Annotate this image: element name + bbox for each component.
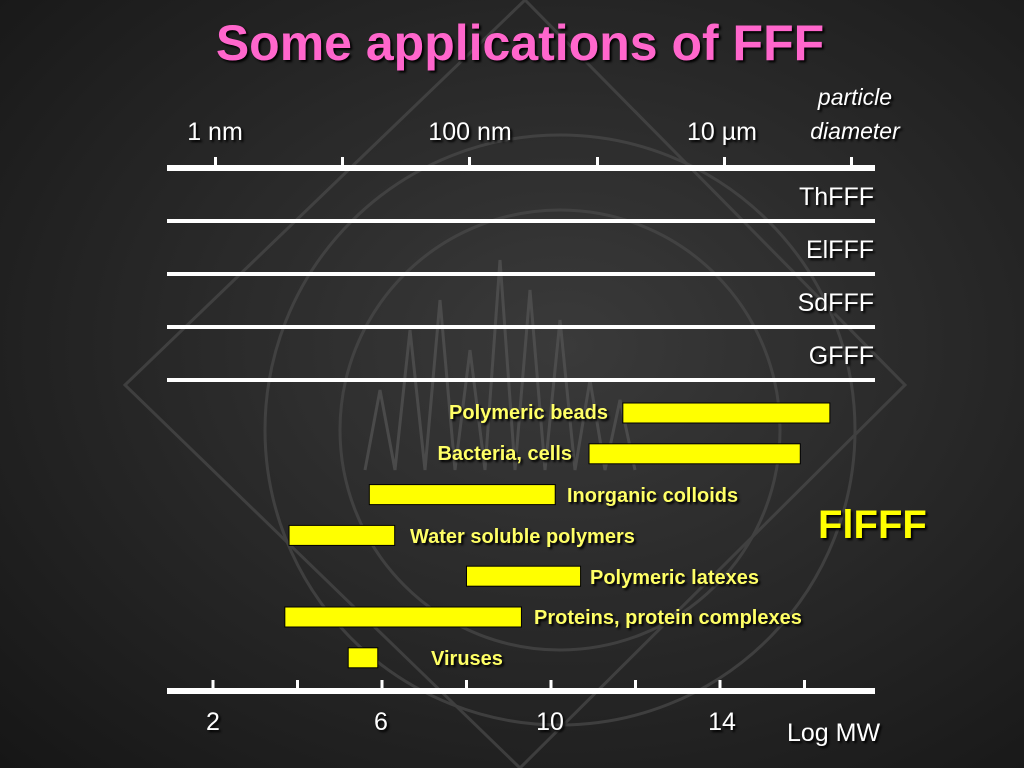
app-label-inorganic-colloids: Inorganic colloids <box>567 485 739 507</box>
bottom-axis-tick <box>465 680 468 689</box>
bottom-axis-caption: Log MW <box>787 719 881 747</box>
bottom-axis-tick <box>634 680 637 689</box>
bottom-axis-ticks <box>211 680 806 689</box>
slide-title: Some applications of FFF <box>215 15 825 71</box>
range-bar-water-soluble-polymers <box>288 524 396 546</box>
bottom-axis-tick <box>380 680 384 689</box>
top-axis-label-1nm: 1 nm <box>187 118 243 146</box>
bottom-axis-tick <box>296 680 299 689</box>
technique-label-elfff: ElFFF <box>805 236 874 264</box>
gfff-line <box>167 378 875 382</box>
app-label-water-soluble-polymers: Water soluble polymers <box>410 526 635 548</box>
sdfff-line <box>167 325 875 329</box>
top-axis-label-100nm: 100 nm <box>428 118 512 146</box>
range-bar-polymeric-beads <box>622 402 831 424</box>
range-bar-viruses <box>347 647 379 669</box>
range-bar-inorganic-colloids <box>368 484 556 506</box>
bottom-axis <box>167 680 875 694</box>
bottom-axis-label-6: 6 <box>374 708 388 736</box>
app-label-viruses: Viruses <box>431 648 503 670</box>
thfff-line <box>167 219 875 223</box>
range-bar-proteins-protein-complexes <box>284 606 522 628</box>
app-label-bacteria-cells: Bacteria, cells <box>437 443 572 465</box>
technique-label-gfff: GFFF <box>808 342 874 370</box>
range-bar-polymeric-latexes <box>466 565 582 587</box>
technique-label-sdfff: SdFFF <box>797 289 874 317</box>
particle-diameter-caption: particle diameter <box>810 84 900 144</box>
top-axis <box>167 157 875 171</box>
bottom-axis-tick <box>211 680 215 689</box>
bottom-axis-line <box>167 688 875 694</box>
bottom-axis-tick <box>549 680 553 689</box>
flfff-label: FlFFF <box>818 503 927 547</box>
app-label-polymeric-latexes: Polymeric latexes <box>590 567 759 589</box>
top-axis-label-10um: 10 µm <box>687 118 757 146</box>
bottom-axis-tick <box>803 680 806 689</box>
top-axis-line <box>167 165 875 171</box>
range-bar-bacteria-cells <box>588 443 801 465</box>
technique-label-thfff: ThFFF <box>799 183 874 211</box>
bottom-axis-label-10: 10 <box>536 708 564 736</box>
top-axis-ticks <box>214 157 853 166</box>
elfff-line <box>167 272 875 276</box>
range-bars <box>284 402 831 669</box>
app-label-proteins: Proteins, protein complexes <box>534 607 802 629</box>
bottom-axis-tick <box>718 680 722 689</box>
bottom-axis-label-14: 14 <box>708 708 736 736</box>
app-label-polymeric-beads: Polymeric beads <box>449 402 608 424</box>
technique-lines <box>167 219 875 382</box>
bottom-axis-label-2: 2 <box>206 708 220 736</box>
